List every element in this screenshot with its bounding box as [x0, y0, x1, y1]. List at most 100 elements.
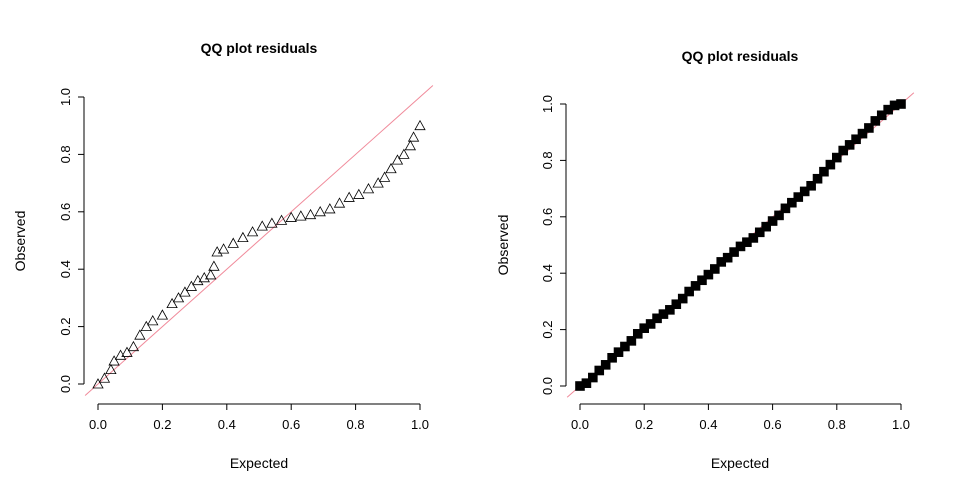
- x-axis-left: 0.0 0.2 0.4 0.6 0.8 1.0: [89, 403, 429, 432]
- x-tick-label: 0.0: [571, 417, 589, 432]
- data-point: [372, 177, 384, 188]
- data-point: [114, 349, 127, 360]
- data-point: [333, 197, 346, 208]
- data-point: [896, 99, 906, 109]
- y-tick-label: 0.6: [58, 203, 73, 221]
- x-tick-label: 0.4: [699, 417, 717, 432]
- data-point: [246, 226, 259, 237]
- data-point: [780, 203, 791, 214]
- data-point: [127, 340, 140, 352]
- x-tick-label: 0.4: [218, 417, 236, 432]
- data-point: [404, 139, 417, 151]
- data-point: [844, 140, 855, 150]
- data-point: [385, 162, 397, 174]
- data-point: [581, 378, 592, 388]
- data-point: [304, 208, 317, 220]
- data-point: [703, 269, 714, 280]
- data-point: [179, 286, 191, 297]
- x-tick-label: 0.8: [828, 417, 846, 432]
- data-point: [205, 269, 217, 280]
- y-tick-label: 1.0: [540, 95, 555, 113]
- data-point: [748, 233, 759, 243]
- data-point: [237, 231, 249, 243]
- y-tick-label: 0.8: [540, 151, 555, 169]
- data-point: [812, 173, 823, 184]
- qq-plot-right: QQ plot residuals Expected Observed 0.0 0…: [495, 48, 915, 471]
- data-point: [140, 320, 152, 332]
- x-tick-label: 0.6: [764, 417, 782, 432]
- data-point: [799, 186, 810, 197]
- data-point: [671, 299, 682, 310]
- data-point: [632, 329, 643, 339]
- data-point: [378, 171, 391, 182]
- data-point: [211, 246, 223, 257]
- qq-plot-left: QQ plot residuals Expected Observed 0.0 0…: [12, 40, 434, 471]
- data-point: [613, 347, 624, 357]
- data-point: [697, 275, 707, 286]
- reference-line: [84, 85, 434, 396]
- data-point: [793, 192, 804, 202]
- data-point: [217, 243, 230, 254]
- data-point: [407, 131, 420, 142]
- data-point: [98, 372, 111, 383]
- data-point: [275, 214, 288, 225]
- data-point: [324, 203, 336, 214]
- y-tick-label: 0.0: [58, 375, 73, 393]
- data-point: [105, 363, 117, 375]
- data-point: [710, 264, 720, 274]
- data-point: [870, 116, 881, 126]
- data-point: [626, 336, 637, 346]
- data-point: [353, 188, 365, 199]
- data-point: [391, 154, 404, 165]
- x-axis-right: 0.0 0.2 0.4 0.6 0.8 1.0: [571, 403, 910, 432]
- data-point: [227, 237, 239, 248]
- x-axis-label-left: Expected: [230, 455, 288, 471]
- x-axis-label-right: Expected: [711, 455, 769, 471]
- y-tick-label: 0.4: [58, 260, 73, 278]
- x-tick-label: 0.2: [153, 417, 171, 432]
- y-axis-left: 0.0 0.2 0.4 0.6 0.8 1.0: [58, 88, 85, 393]
- y-axis-label-right: Observed: [495, 215, 511, 276]
- data-point: [645, 319, 656, 329]
- data-point: [864, 123, 874, 133]
- y-tick-label: 0.2: [58, 318, 73, 336]
- data-point: [607, 352, 617, 363]
- data-point: [414, 119, 426, 131]
- data-point: [774, 210, 784, 221]
- data-point: [857, 128, 868, 139]
- data-point: [156, 309, 169, 320]
- data-point: [256, 220, 268, 231]
- data-point: [677, 293, 688, 304]
- data-point: [831, 152, 842, 163]
- data-point: [208, 260, 220, 271]
- data-point: [722, 252, 733, 263]
- data-point: [665, 305, 675, 315]
- data-point: [398, 148, 410, 159]
- y-axis-label-left: Observed: [12, 211, 28, 272]
- x-tick-label: 0.8: [347, 417, 365, 432]
- y-tick-label: 0.6: [540, 208, 555, 226]
- data-point: [134, 329, 146, 340]
- data-point: [819, 166, 829, 177]
- data-point: [620, 341, 630, 352]
- data-point: [767, 216, 778, 226]
- reference-line-left: [84, 85, 434, 396]
- y-tick-label: 0.2: [540, 321, 555, 339]
- data-points-right: [575, 99, 906, 391]
- data-point: [147, 315, 159, 326]
- data-point: [172, 292, 185, 303]
- x-tick-label: 0.0: [89, 417, 107, 432]
- chart-title-left: QQ plot residuals: [201, 40, 318, 56]
- data-point: [787, 197, 797, 208]
- data-point: [166, 297, 178, 309]
- y-tick-label: 1.0: [58, 88, 73, 106]
- data-point: [594, 365, 605, 376]
- data-point: [295, 210, 307, 221]
- data-point: [285, 211, 297, 222]
- x-tick-label: 1.0: [411, 417, 429, 432]
- y-tick-label: 0.8: [58, 145, 73, 163]
- data-point: [588, 372, 598, 383]
- y-tick-label: 0.4: [540, 264, 555, 282]
- y-axis-right: 0.0 0.2 0.4 0.6 0.8 1.0: [540, 95, 567, 395]
- data-point: [121, 346, 133, 357]
